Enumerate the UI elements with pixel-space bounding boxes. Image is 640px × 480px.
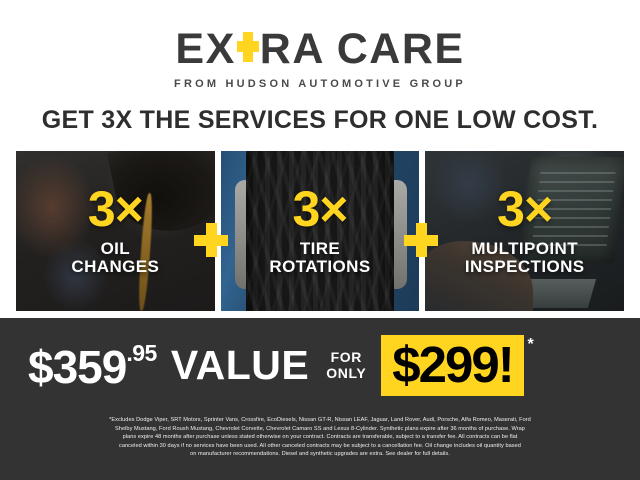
service-panel-tire-rotations: 3× TIRE ROTATIONS bbox=[220, 151, 420, 311]
only-label: ONLY bbox=[326, 364, 367, 381]
disclaimer-line-2: Shelby Mustang, Ford Roush Mustang, Chev… bbox=[115, 425, 525, 432]
oil-pouring-photo bbox=[16, 151, 215, 311]
price-banner: $359.95 VALUE FOR ONLY $299! * bbox=[0, 318, 640, 413]
for-only-label: FOR ONLY bbox=[326, 348, 367, 381]
panel-label-line1: OIL bbox=[100, 238, 131, 258]
original-value: $359.95 bbox=[28, 339, 157, 393]
panel-label-line1: TIRE bbox=[299, 238, 341, 258]
service-panel-oil-changes: 3× OIL CHANGES bbox=[16, 151, 215, 311]
disclaimer-line-4: canceled within 30 days if no services h… bbox=[119, 442, 521, 449]
service-panel-multipoint-inspections: 3× MULTIPOINT INSPECTIONS bbox=[425, 151, 625, 311]
logo-text-before-plus: EX bbox=[175, 25, 236, 73]
sale-price: $299! bbox=[392, 335, 514, 393]
logo-text-after-plus: RA CARE bbox=[259, 25, 465, 73]
brand-logo: EX RA CARE FROM HUDSON AUTOMOTIVE GROUP bbox=[0, 0, 640, 91]
page-headline: GET 3X THE SERVICES FOR ONE LOW COST. bbox=[41, 106, 599, 134]
value-label: VALUE bbox=[170, 342, 310, 388]
panel-multiplier: 3× bbox=[497, 180, 553, 237]
panel-label-line1: MULTIPOINT bbox=[471, 238, 578, 258]
for-label: FOR bbox=[330, 348, 362, 365]
panel-multiplier: 3× bbox=[87, 180, 144, 237]
panel-overlay bbox=[16, 151, 215, 311]
logo-tagline: FROM HUDSON AUTOMOTIVE GROUP bbox=[174, 78, 466, 90]
logo-wordmark: EX RA CARE bbox=[175, 26, 464, 71]
tire-tread-shape bbox=[246, 151, 394, 311]
service-panels: 3× OIL CHANGES 3× TIRE ROTATIONS bbox=[0, 151, 640, 311]
tire-in-hands-photo bbox=[220, 151, 420, 311]
panel-label-line2: ROTATIONS bbox=[269, 257, 371, 276]
original-value-dollars: $359 bbox=[28, 340, 127, 393]
panel-label-line2: INSPECTIONS bbox=[464, 257, 585, 276]
disclaimer-line-3: plans expire 48 months after purchase un… bbox=[122, 434, 518, 440]
panel-multiplier: 3× bbox=[292, 180, 349, 237]
panel-overlay bbox=[425, 151, 625, 311]
sale-price-box: $299! * bbox=[381, 334, 534, 397]
plus-icon bbox=[404, 223, 438, 257]
plus-icon bbox=[235, 26, 261, 66]
plus-icon bbox=[194, 223, 228, 257]
panel-label-line2: CHANGES bbox=[71, 257, 160, 276]
original-value-cents: .95 bbox=[126, 339, 157, 366]
panel-overlay bbox=[220, 151, 420, 311]
asterisk-marker: * bbox=[527, 335, 534, 353]
disclaimer-line-5: on manufacturer recommendations. Diesel … bbox=[190, 451, 450, 457]
disclaimer-block: *Excludes Dodge Viper, SRT Motors, Sprin… bbox=[0, 413, 640, 480]
disclaimer-line-1: *Excludes Dodge Viper, SRT Motors, Sprin… bbox=[109, 417, 531, 423]
laptop-diagnostics-photo bbox=[425, 151, 625, 311]
